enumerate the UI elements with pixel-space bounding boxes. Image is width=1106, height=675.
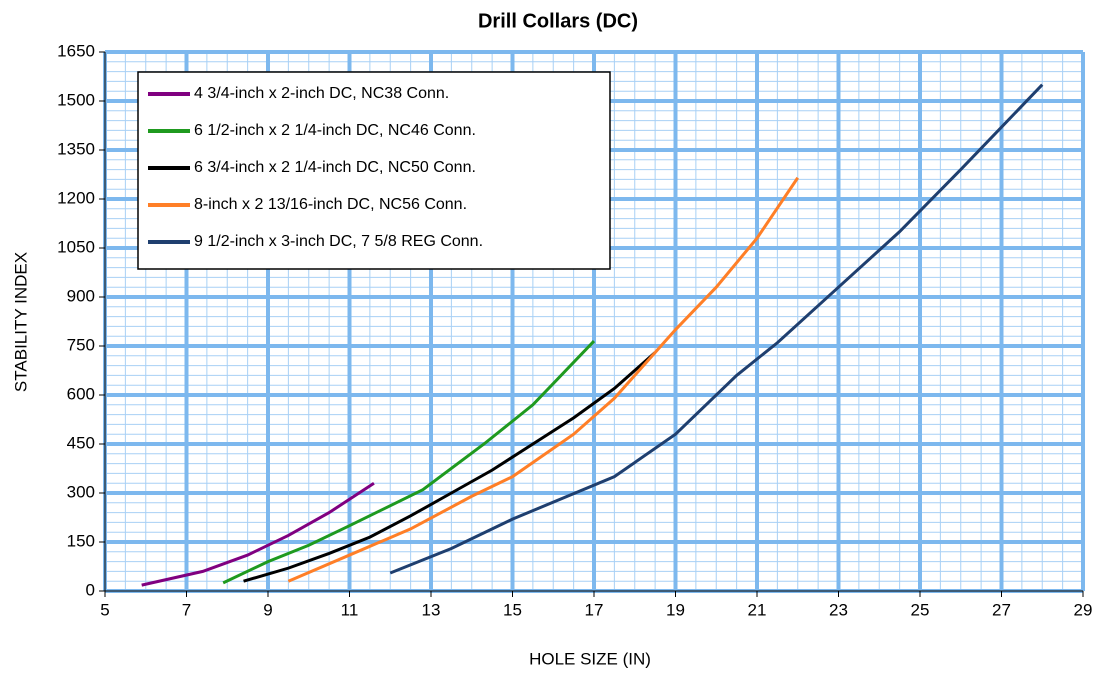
legend-box bbox=[137, 71, 611, 270]
x-tick-label: 13 bbox=[422, 600, 441, 619]
legend-label: 6 1/2-inch x 2 1/4-inch DC, NC46 Conn. bbox=[194, 122, 476, 139]
legend-label: 8-inch x 2 13/16-inch DC, NC56 Conn. bbox=[194, 196, 467, 213]
legend-label: 9 1/2-inch x 3-inch DC, 7 5/8 REG Conn. bbox=[194, 233, 483, 250]
x-tick-label: 21 bbox=[748, 600, 767, 619]
series-line bbox=[389, 83, 1044, 575]
y-tick-label: 1050 bbox=[57, 237, 95, 256]
x-tick-label: 29 bbox=[1074, 600, 1093, 619]
series-line bbox=[141, 481, 375, 587]
plot-lines bbox=[141, 83, 1044, 587]
y-tick-label: 1650 bbox=[57, 41, 95, 60]
x-tick-label: 5 bbox=[100, 600, 109, 619]
x-tick-label: 9 bbox=[263, 600, 272, 619]
y-tick-label: 300 bbox=[67, 482, 95, 501]
x-tick-label: 17 bbox=[585, 600, 604, 619]
series-line bbox=[287, 176, 799, 583]
x-tick-label: 25 bbox=[911, 600, 930, 619]
y-tick-label: 750 bbox=[67, 335, 95, 354]
y-tick-label: 1200 bbox=[57, 188, 95, 207]
y-axis-label: STABILITY INDEX bbox=[11, 252, 30, 392]
x-tick-label: 11 bbox=[341, 600, 359, 619]
x-axis-label: HOLE SIZE (IN) bbox=[529, 649, 651, 668]
y-tick-label: 450 bbox=[67, 433, 95, 452]
series-line bbox=[243, 351, 657, 583]
legend-label: 6 3/4-inch x 2 1/4-inch DC, NC50 Conn. bbox=[194, 159, 476, 176]
x-tick-label: 23 bbox=[829, 600, 848, 619]
x-tick-label: 27 bbox=[992, 600, 1011, 619]
x-tick-label: 19 bbox=[666, 600, 685, 619]
x-tick-label: 15 bbox=[503, 600, 522, 619]
x-tick-label: 7 bbox=[182, 600, 191, 619]
y-tick-label: 1350 bbox=[57, 139, 95, 158]
y-tick-label: 0 bbox=[86, 580, 95, 599]
ticks: 5 7 9 11 13 15 17 19 21 23 25 27 29 0 150 300 450 600 750 9… bbox=[57, 41, 1092, 619]
y-tick-label: 600 bbox=[67, 384, 95, 403]
y-tick-label: 1500 bbox=[57, 90, 95, 109]
legend: 4 3/4-inch x 2-inch DC, NC38 Conn. 6 1/2-… bbox=[137, 71, 611, 270]
chart-title: Drill Collars (DC) bbox=[478, 10, 638, 32]
series-line bbox=[222, 340, 596, 585]
y-tick-label: 150 bbox=[67, 531, 95, 550]
legend-label: 4 3/4-inch x 2-inch DC, NC38 Conn. bbox=[194, 85, 449, 102]
y-tick-label: 900 bbox=[67, 286, 95, 305]
